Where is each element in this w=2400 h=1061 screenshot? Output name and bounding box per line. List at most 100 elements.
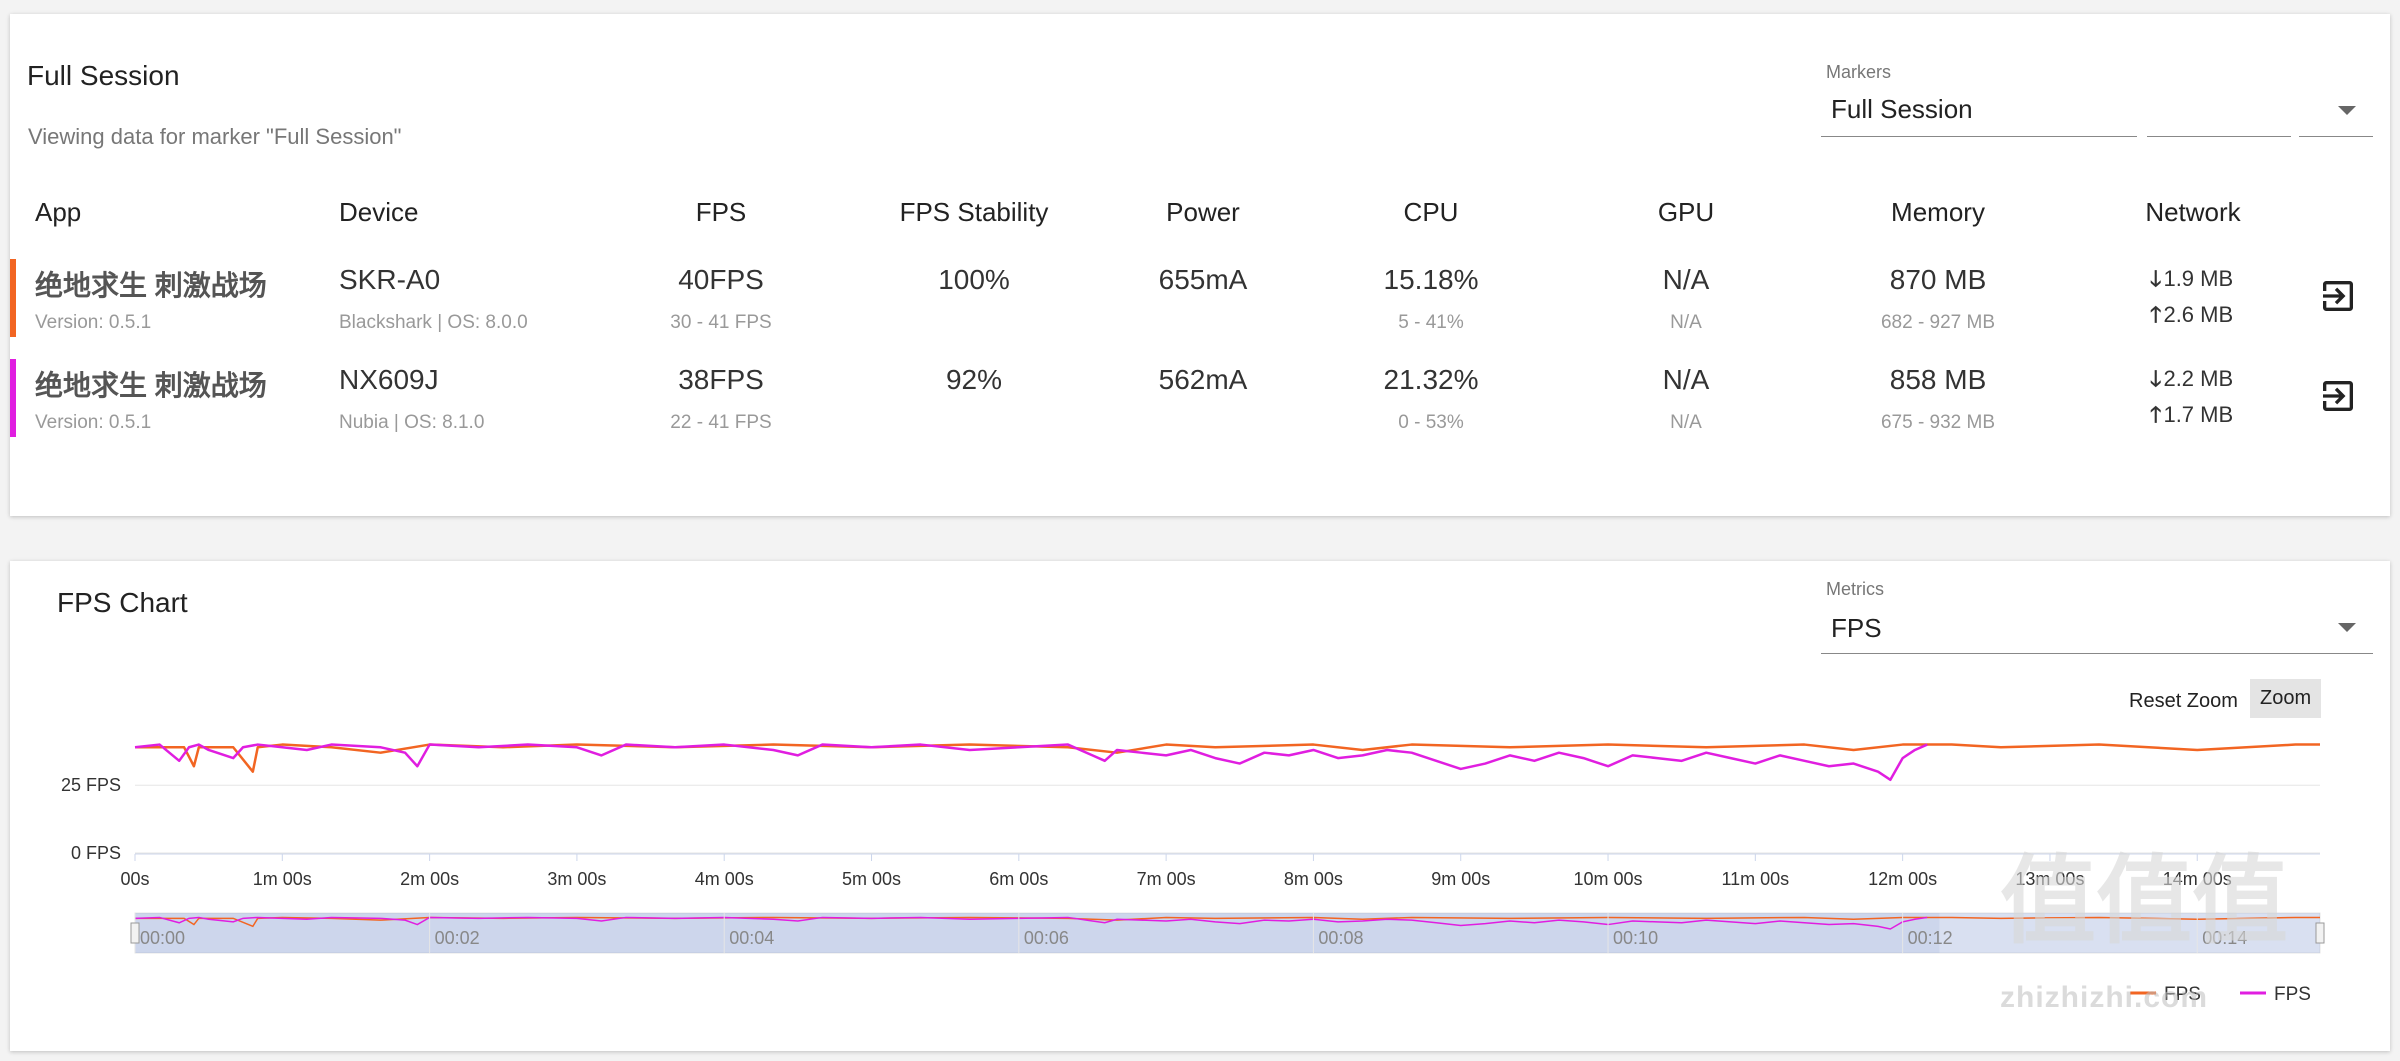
- x-tick-label: 2m 00s: [400, 869, 459, 889]
- gpu-value: N/A: [1662, 364, 1710, 395]
- x-tick-label: 7m 00s: [1137, 869, 1196, 889]
- x-tick-label: 8m 00s: [1284, 869, 1343, 889]
- column-header-power: Power: [1166, 197, 1240, 227]
- y-tick-label: 25 FPS: [61, 775, 121, 795]
- column-header-app: App: [35, 197, 82, 227]
- arrow-down-icon: 🡓: [2150, 366, 2162, 391]
- memory-value: 858 MB: [1889, 364, 1987, 395]
- caret-down-icon[interactable]: [2338, 106, 2356, 115]
- navigator-tick-label: 00:10: [1613, 928, 1658, 948]
- y-tick-label: 0 FPS: [71, 843, 121, 863]
- x-tick-label: 11m 00s: [1721, 869, 1789, 889]
- gpu-sub: N/A: [1670, 312, 1702, 333]
- gpu-sub: N/A: [1670, 412, 1702, 433]
- markers-underline-2: [2147, 136, 2291, 137]
- column-header-fps: FPS: [695, 197, 747, 227]
- x-tick-label: 1m 00s: [253, 869, 312, 889]
- fps-chart-card: FPS Chart Metrics FPS Reset Zoom Zoom 0 …: [10, 561, 2390, 1051]
- reset-zoom-button[interactable]: Reset Zoom: [2129, 690, 2238, 712]
- legend-item[interactable]: FPS: [2274, 984, 2311, 1005]
- navigator-tick-label: 00:08: [1318, 928, 1363, 948]
- x-tick-label: 4m 00s: [695, 869, 754, 889]
- column-header-cpu: CPU: [1403, 197, 1459, 227]
- navigator-tick-label: 00:02: [435, 928, 480, 948]
- x-tick-label: 14m 00s: [2163, 869, 2232, 889]
- fps-stability-value: 100%: [938, 264, 1010, 295]
- watermark-logo: 值值值: [2000, 848, 2288, 955]
- fps-stability-value: 92%: [945, 364, 1003, 395]
- app-name: 绝地求生 刺激战场: [35, 270, 267, 301]
- arrow-up-icon: 🡑: [2150, 402, 2162, 427]
- device-info: Nubia | OS: 8.1.0: [339, 412, 485, 433]
- navigator-unselected: [1939, 913, 2320, 953]
- metrics-value: FPS: [1831, 613, 1882, 643]
- arrow-up-icon: 🡑: [2150, 302, 2162, 327]
- legend-item[interactable]: FPS: [2164, 984, 2201, 1005]
- session-subtitle: Viewing data for marker "Full Session": [28, 124, 402, 149]
- x-tick-label: 9m 00s: [1431, 869, 1490, 889]
- memory-range: 675 - 932 MB: [1880, 412, 1996, 433]
- markers-caption: Markers: [1826, 62, 1892, 82]
- device-info: Blackshark | OS: 8.0.0: [339, 312, 528, 333]
- navigator-right-handle[interactable]: [2315, 922, 2325, 944]
- fps-line-chart: 0 FPS 25 FPS 00s 1m 00s 2m 00s 3m 00s 4m 00s 5m…: [61, 743, 2325, 1005]
- navigator-tick-label: 00:06: [1024, 928, 1069, 948]
- series-line-1: [135, 743, 2320, 773]
- navigator-selection: [135, 913, 1940, 953]
- x-tick-label: 00s: [120, 869, 149, 889]
- navigator-tick-label: 00:12: [1908, 928, 1953, 948]
- power-value: 655mA: [1158, 264, 1248, 295]
- app-version: Version: 0.5.1: [35, 312, 152, 333]
- column-header-memory: Memory: [1891, 197, 1985, 227]
- exit-to-app-icon[interactable]: [2318, 376, 2358, 416]
- cpu-value: 15.18%: [1383, 264, 1479, 295]
- cpu-value: 21.32%: [1383, 364, 1479, 395]
- markers-underline-3: [2299, 136, 2373, 137]
- row-color-indicator: [10, 259, 16, 337]
- network-up-value: 1.7 MB: [2163, 402, 2234, 427]
- navigator-tick-label: 00:14: [2202, 928, 2247, 948]
- metrics-caption: Metrics: [1826, 579, 1884, 599]
- network-up: 🡑2.6 MB: [2150, 298, 2233, 336]
- column-header-device: Device: [339, 197, 419, 227]
- x-tick-label: 6m 00s: [989, 869, 1048, 889]
- cpu-range: 0 - 53%: [1398, 412, 1464, 433]
- row-color-indicator: [10, 359, 16, 437]
- session-card: Full Session Viewing data for marker "Fu…: [10, 14, 2390, 516]
- exit-to-app-icon[interactable]: [2318, 276, 2358, 316]
- network-down: 🡓1.9 MB: [2150, 262, 2233, 300]
- network-down-value: 1.9 MB: [2163, 266, 2234, 291]
- memory-range: 682 - 927 MB: [1880, 312, 1996, 333]
- x-tick-label: 3m 00s: [547, 869, 606, 889]
- series-line-2: [134, 743, 1928, 782]
- metrics-select[interactable]: Metrics FPS: [1809, 579, 2373, 669]
- fps-range: 22 - 41 FPS: [670, 412, 772, 433]
- navigator-series-2: [134, 916, 1928, 930]
- caret-down-icon[interactable]: [2338, 623, 2356, 632]
- x-tick-label: 10m 00s: [1574, 869, 1643, 889]
- zoom-button[interactable]: Zoom: [2250, 679, 2322, 718]
- fps-value: 38FPS: [678, 364, 764, 395]
- navigator-tick-label: 00:04: [729, 928, 774, 948]
- arrow-down-icon: 🡓: [2150, 266, 2162, 291]
- network-down-value: 2.2 MB: [2163, 366, 2234, 391]
- memory-value: 870 MB: [1889, 264, 1987, 295]
- column-header-gpu: GPU: [1657, 197, 1715, 227]
- device-name: SKR-A0: [339, 264, 441, 295]
- gpu-value: N/A: [1662, 264, 1710, 295]
- navigator-left-handle[interactable]: [130, 922, 140, 944]
- power-value: 562mA: [1158, 364, 1248, 395]
- markers-value: Full Session: [1831, 94, 1973, 124]
- navigator-tick-label: 00:00: [140, 928, 185, 948]
- x-tick-label: 12m 00s: [1868, 869, 1937, 889]
- navigator-series-1: [135, 916, 2320, 928]
- chart-title: FPS Chart: [57, 587, 188, 618]
- network-down: 🡓2.2 MB: [2150, 362, 2233, 400]
- metrics-underline: [1821, 653, 2373, 654]
- watermark-text: zhizhizhi.com: [2000, 981, 2208, 1014]
- cpu-range: 5 - 41%: [1398, 312, 1464, 333]
- fps-value: 40FPS: [678, 264, 764, 295]
- x-tick-label: 13m 00s: [2015, 869, 2084, 889]
- markers-select[interactable]: Markers Full Session: [1809, 62, 2373, 152]
- markers-underline: [1821, 136, 2137, 137]
